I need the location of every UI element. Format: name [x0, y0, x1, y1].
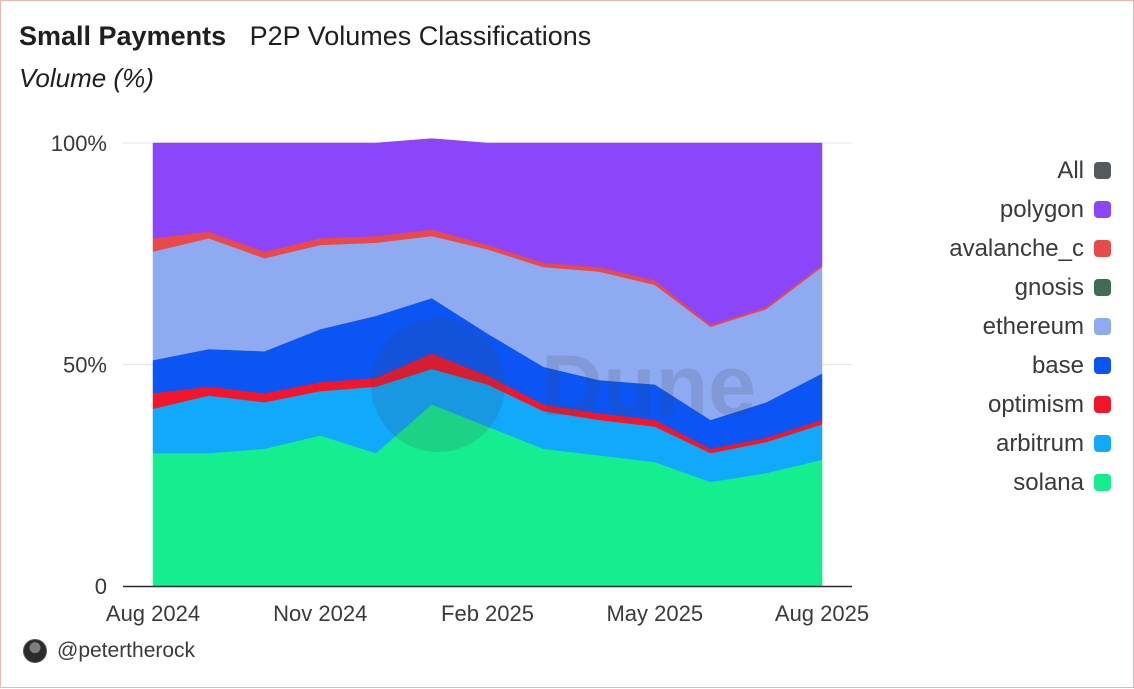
chart-subtitle: P2P Volumes Classifications [249, 21, 592, 51]
legend-item-polygon[interactable]: polygon [949, 190, 1111, 229]
legend-label: All [1057, 156, 1084, 184]
legend-label: base [1031, 351, 1084, 379]
legend-label: avalanche_c [949, 234, 1084, 262]
legend-item-arbitrum[interactable]: arbitrum [949, 424, 1111, 463]
legend-item-solana[interactable]: solana [949, 463, 1111, 502]
legend-label: gnosis [1014, 273, 1084, 301]
y-tick-label: 100% [51, 131, 107, 156]
avatar [23, 639, 47, 663]
y-tick-label: 50% [63, 353, 107, 378]
legend-label: solana [1013, 468, 1084, 496]
author-handle: @petertherock [57, 639, 196, 662]
legend-swatch [1094, 474, 1111, 491]
legend-label: polygon [999, 195, 1084, 223]
legend-item-avalanche_c[interactable]: avalanche_c [949, 229, 1111, 268]
legend-swatch [1094, 318, 1111, 335]
legend-item-All[interactable]: All [949, 151, 1111, 190]
y-axis-unit: Volume (%) [19, 63, 154, 93]
x-tick-label: Aug 2024 [106, 601, 200, 626]
author-footer: @petertherock [23, 639, 195, 663]
legend-item-gnosis[interactable]: gnosis [949, 268, 1111, 307]
x-tick-label: Aug 2025 [775, 601, 869, 626]
chart-title: Small Payments [19, 21, 227, 51]
legend-item-base[interactable]: base [949, 346, 1111, 385]
y-tick-label: 0 [95, 574, 107, 599]
legend-swatch [1094, 435, 1111, 452]
legend-label: ethereum [982, 312, 1084, 340]
legend-swatch [1094, 240, 1111, 257]
x-tick-label: Nov 2024 [273, 601, 367, 626]
dune-watermark: Dune [371, 318, 756, 452]
legend-swatch [1094, 357, 1111, 374]
watermark-text: Dune [541, 338, 756, 434]
legend-swatch [1094, 279, 1111, 296]
legend-label: optimism [987, 390, 1084, 418]
chart-header: Small Payments P2P Volumes Classificatio… [19, 21, 591, 52]
legend-item-ethereum[interactable]: ethereum [949, 307, 1111, 346]
x-tick-label: Feb 2025 [441, 601, 534, 626]
legend-swatch [1094, 201, 1111, 218]
watermark-logo-icon [371, 318, 505, 452]
area-polygon[interactable] [152, 138, 823, 325]
area-series [152, 138, 823, 587]
legend-swatch [1094, 396, 1111, 413]
legend-swatch [1094, 162, 1111, 179]
legend-item-optimism[interactable]: optimism [949, 385, 1111, 424]
legend-label: arbitrum [995, 429, 1084, 457]
x-tick-label: May 2025 [606, 601, 703, 626]
